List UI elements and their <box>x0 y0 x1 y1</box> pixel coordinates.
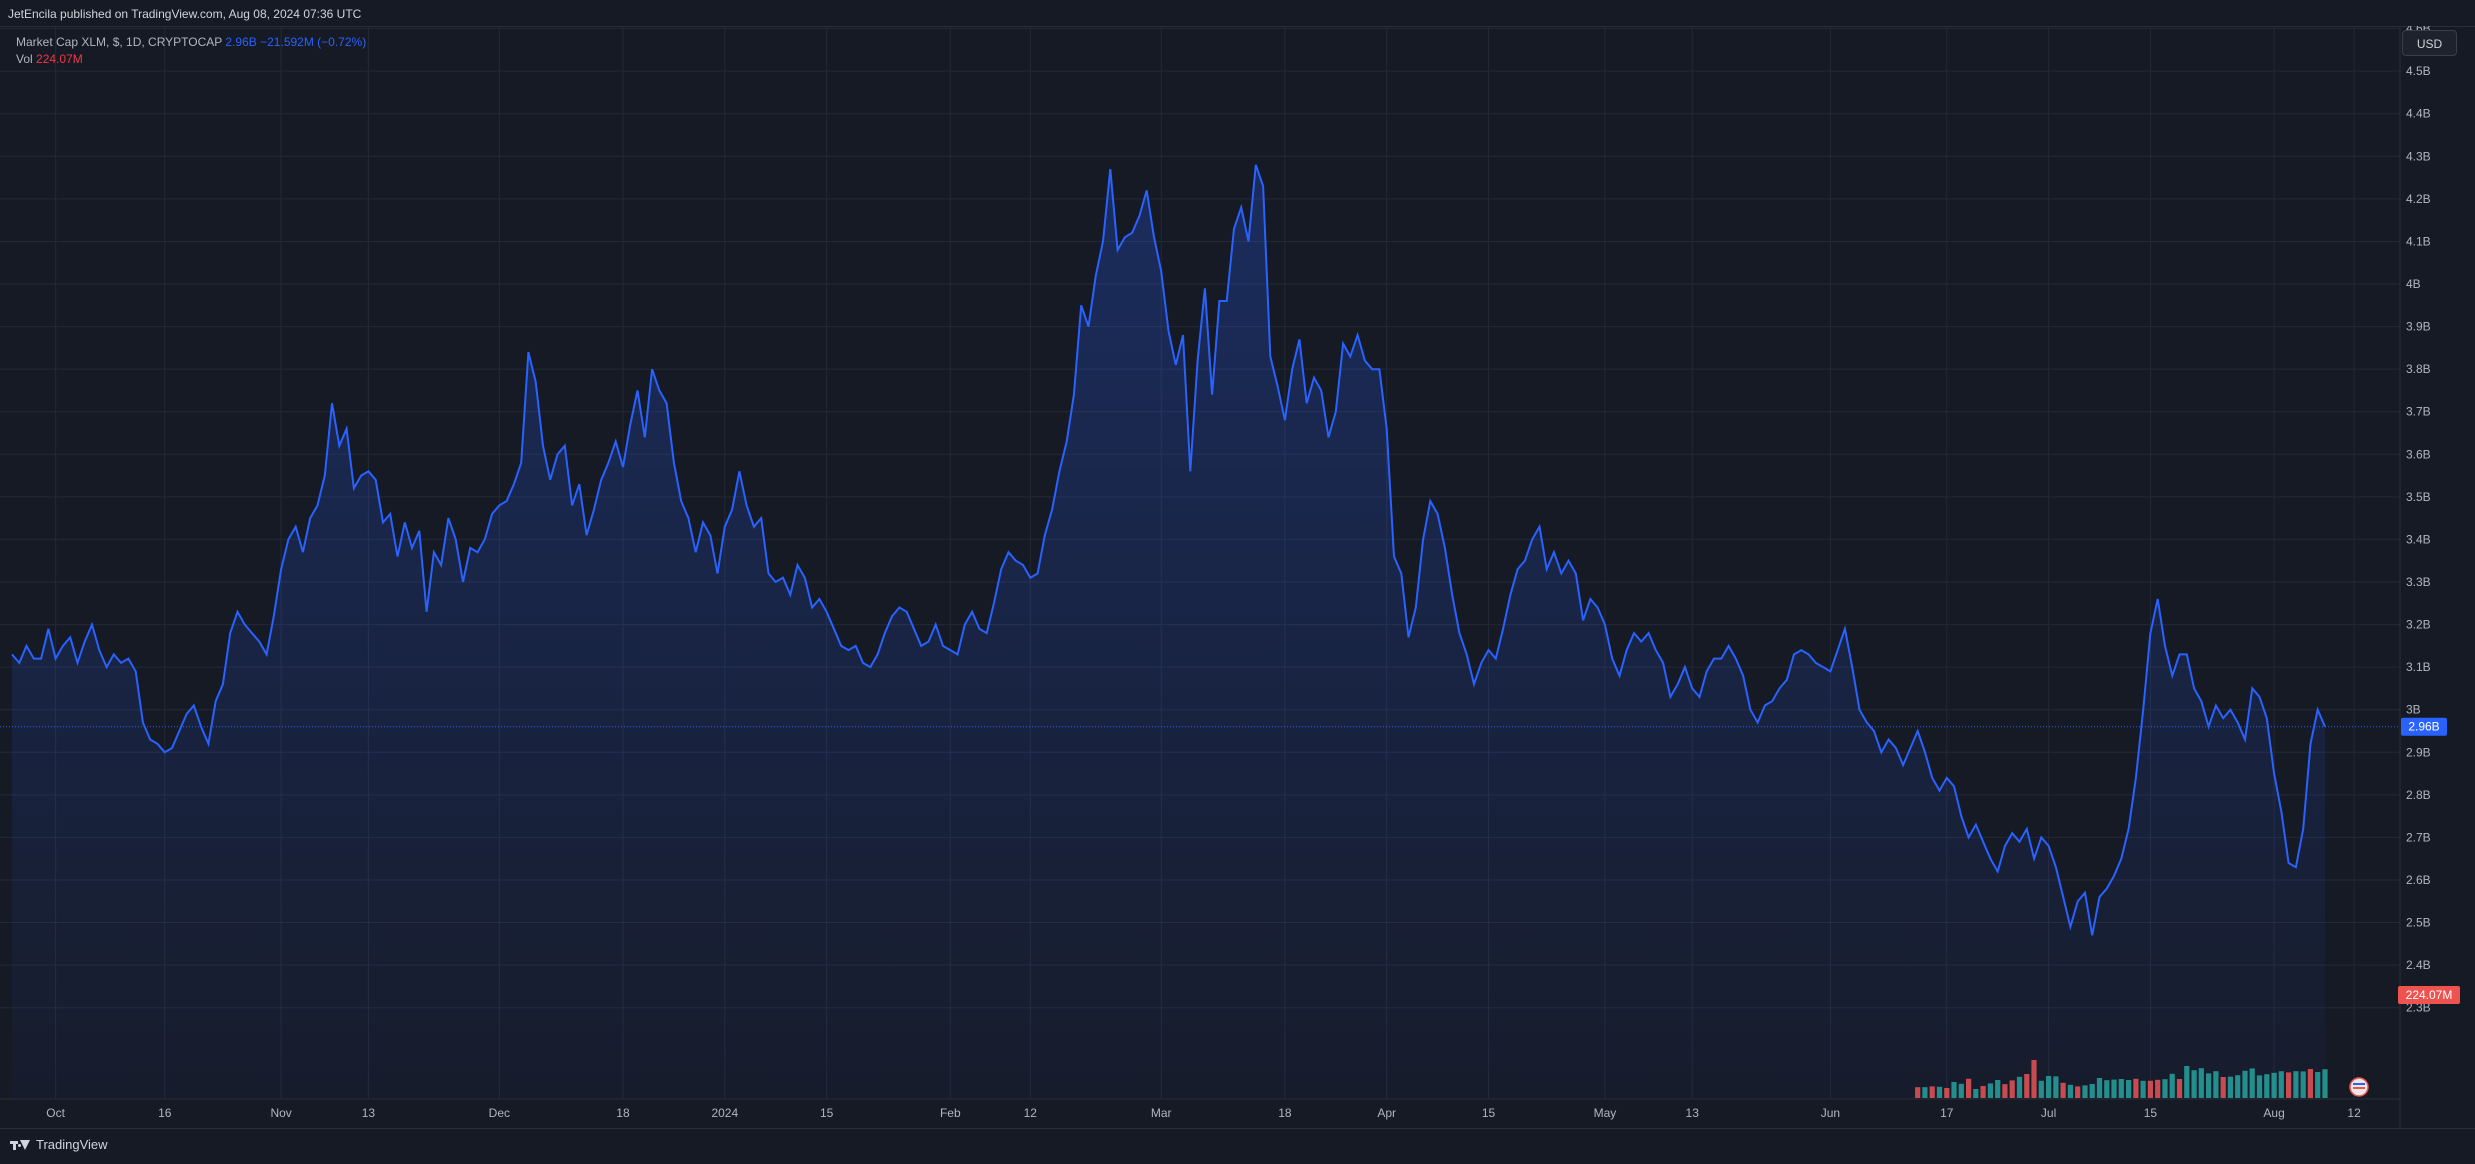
price-tick-label: 4.3B <box>2406 149 2431 163</box>
time-tick-label: 2024 <box>711 1106 738 1120</box>
volume-badge <box>2398 986 2460 1004</box>
price-tick-label: 4.1B <box>2406 234 2431 248</box>
last-value-badge <box>2401 717 2447 736</box>
price-tick-label: 3.6B <box>2406 447 2431 461</box>
time-tick-label: 13 <box>362 1106 376 1120</box>
price-tick-label: 4.2B <box>2406 192 2431 206</box>
last-value-badge-text: 2.96B <box>2408 720 2439 734</box>
time-tick-label: Jul <box>2041 1106 2056 1120</box>
tradingview-brand: TradingView <box>36 1137 108 1152</box>
price-tick-label: 2.8B <box>2406 788 2431 802</box>
currency-button[interactable]: USD <box>2402 30 2457 56</box>
chart-area[interactable]: 2.3B 2.4B 2.5B 2.6B 2.7B 2.8B 2.9B 3B 3.1B 3.2B 3.… <box>0 26 2475 1128</box>
price-tick-label: 3.8B <box>2406 362 2431 376</box>
price-tick-label: 3.2B <box>2406 618 2431 632</box>
tradingview-logo-icon <box>10 1139 30 1151</box>
time-tick-label: Aug <box>2263 1106 2284 1120</box>
time-tick-label: Oct <box>46 1106 65 1120</box>
time-tick-label: Mar <box>1151 1106 1172 1120</box>
time-tick-label: 17 <box>1940 1106 1954 1120</box>
top-bar: JetEncila published on TradingView.com, … <box>0 0 2475 27</box>
time-tick-label: 18 <box>1278 1106 1292 1120</box>
legend-vol-value: 224.07M <box>36 52 83 66</box>
time-tick-label: 15 <box>2144 1106 2158 1120</box>
price-tick-label: 4.4B <box>2406 107 2431 121</box>
legend-value: 2.96B <box>225 35 257 49</box>
time-tick-label: Apr <box>1377 1106 1396 1120</box>
price-tick-label: 2.6B <box>2406 873 2431 887</box>
price-tick-label: 2.9B <box>2406 745 2431 759</box>
chart-legend[interactable]: Market Cap XLM, $, 1D, CRYPTOCAP 2.96B −… <box>16 34 366 68</box>
price-tick-label: 3.5B <box>2406 490 2431 504</box>
time-tick-label: 18 <box>616 1106 630 1120</box>
price-axis[interactable]: 2.3B 2.4B 2.5B 2.6B 2.7B 2.8B 2.9B 3B 3.1B 3.2B 3.… <box>2406 26 2431 1015</box>
price-tick-label: 2.5B <box>2406 916 2431 930</box>
flag-icon[interactable] <box>2349 1077 2369 1097</box>
market-cap-area <box>12 164 2325 1099</box>
time-tick-label: 12 <box>1024 1106 1038 1120</box>
bottom-bar: TradingView <box>0 1128 2475 1164</box>
price-tick-label: 3.9B <box>2406 320 2431 334</box>
time-tick-label: Jun <box>1821 1106 1840 1120</box>
price-tick-label: 3.4B <box>2406 532 2431 546</box>
time-tick-label: 15 <box>1482 1106 1496 1120</box>
time-tick-label: Feb <box>940 1106 961 1120</box>
price-tick-label: 3.3B <box>2406 575 2431 589</box>
time-tick-label: 13 <box>1686 1106 1700 1120</box>
volume-badge-text: 224.07M <box>2406 988 2453 1002</box>
price-tick-label: 2.4B <box>2406 958 2431 972</box>
publisher-credit: JetEncila published on TradingView.com, … <box>8 7 362 21</box>
time-tick-label: 15 <box>820 1106 834 1120</box>
tradingview-logo[interactable]: TradingView <box>10 1137 108 1152</box>
price-tick-label: 2.7B <box>2406 830 2431 844</box>
legend-vol-label: Vol <box>16 52 33 66</box>
time-tick-label: May <box>1594 1106 1617 1120</box>
price-tick-label: 3B <box>2406 703 2421 717</box>
market-cap-line <box>11 164 2326 936</box>
time-tick-label: Dec <box>489 1106 510 1120</box>
legend-symbol: Market Cap XLM, $, 1D, CRYPTOCAP <box>16 35 223 49</box>
time-axis[interactable]: Oct 16 Nov 13 Dec 18 2024 15 Feb 12 Mar 18 Apr 15 May 1… <box>46 1106 2361 1120</box>
legend-change: −21.592M (−0.72%) <box>260 35 367 49</box>
time-tick-label: 12 <box>2347 1106 2361 1120</box>
price-tick-label: 3.7B <box>2406 405 2431 419</box>
time-tick-label: 16 <box>158 1106 172 1120</box>
price-tick-label: 3.1B <box>2406 660 2431 674</box>
time-tick-label: Nov <box>270 1106 291 1120</box>
price-tick-label: 4B <box>2406 277 2421 291</box>
price-tick-label: 4.5B <box>2406 64 2431 78</box>
axis-badges: 2.96B 224.07M <box>2398 717 2460 1004</box>
price-tick-label: 2.3B <box>2406 1001 2431 1015</box>
